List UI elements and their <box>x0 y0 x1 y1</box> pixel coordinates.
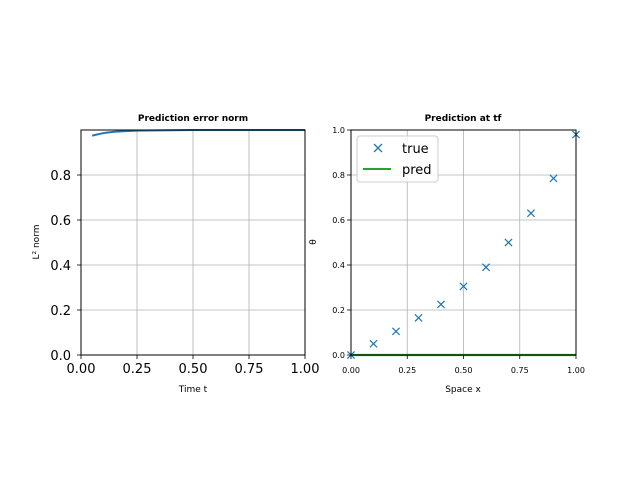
y-tick-label: 0.4 <box>50 259 71 274</box>
legend-label-pred: pred <box>402 163 432 178</box>
data-point-true <box>414 313 423 322</box>
y-tick-label: 0.6 <box>50 214 71 229</box>
data-point-true <box>504 238 513 247</box>
y-tick-label: 0.2 <box>332 306 345 315</box>
x-tick-label: 0.00 <box>67 362 96 377</box>
grid <box>80 130 306 356</box>
x-tick-label: 0.25 <box>398 366 416 375</box>
chart-prediction-error-norm: Prediction error norm 0.00 0.25 0.50 0.75 1.… <box>32 114 319 395</box>
x-tick-label: 0.25 <box>123 362 152 377</box>
tick-labels: 0.00 0.25 0.50 0.75 1.00 0.0 0.2 0.4 0.6 0.8 <box>50 169 319 377</box>
chart-title: Prediction error norm <box>138 114 248 124</box>
y-tick-label: 0.0 <box>332 351 345 360</box>
y-tick-label: 0.2 <box>50 304 71 319</box>
tick-labels: 0.00 0.25 0.50 0.75 1.00 0.0 0.2 0.4 0.6 0.8 1.0 <box>332 126 585 375</box>
chart-prediction-at-tf: Prediction at tf 0.00 0.25 0.50 0.75 1.000.0… <box>309 114 585 395</box>
data-point-true <box>436 300 446 309</box>
y-tick-label: 0.8 <box>332 171 345 180</box>
data-point-true <box>526 209 536 218</box>
data-point-true <box>549 174 558 183</box>
legend-marker-true <box>373 143 383 153</box>
x-tick-label: 0.50 <box>455 366 473 375</box>
x-tick-label: 0.00 <box>342 366 360 375</box>
data-point-true <box>459 282 468 291</box>
y-axis-label: L² norm <box>32 224 42 259</box>
x-tick-label: 1.00 <box>567 366 585 375</box>
x-axis-label: Time t <box>178 385 208 395</box>
y-axis-label: θ <box>309 239 319 245</box>
data-point-true <box>481 263 491 272</box>
series-line-series-0 <box>91 129 305 137</box>
y-tick-label: 0.8 <box>50 169 71 184</box>
x-axis-label: Space x <box>445 385 481 395</box>
y-tick-label: 0.6 <box>332 216 345 225</box>
legend: true pred <box>356 135 439 183</box>
y-tick-label: 1.0 <box>332 126 345 135</box>
data-point-true <box>369 339 378 348</box>
x-tick-label: 0.75 <box>511 366 529 375</box>
y-tick-label: 0.0 <box>50 349 71 364</box>
x-tick-label: 1.00 <box>291 362 320 377</box>
legend-label-true: true <box>402 142 429 157</box>
x-tick-label: 0.75 <box>235 362 264 377</box>
y-tick-label: 0.4 <box>332 261 345 270</box>
chart-title: Prediction at tf <box>425 114 502 124</box>
data-point-true <box>391 327 401 336</box>
x-tick-label: 0.50 <box>179 362 208 377</box>
series-layer <box>91 129 305 137</box>
